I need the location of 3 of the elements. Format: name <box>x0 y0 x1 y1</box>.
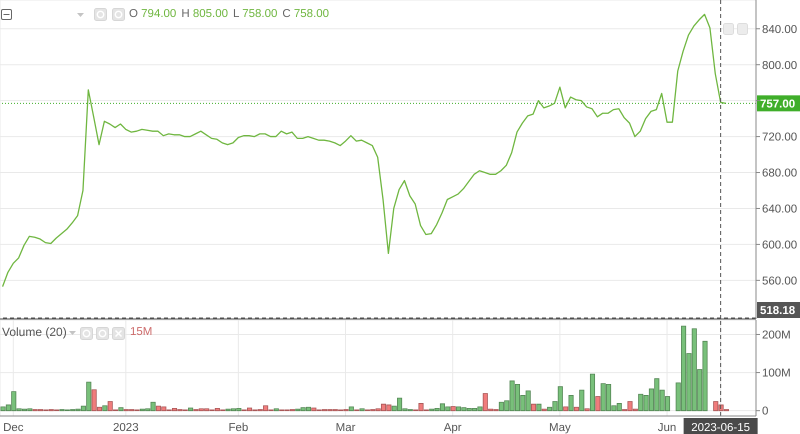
text: Volume (20) <box>2 325 67 339</box>
x-tick-label: Dec <box>3 422 24 434</box>
bar <box>102 405 108 412</box>
